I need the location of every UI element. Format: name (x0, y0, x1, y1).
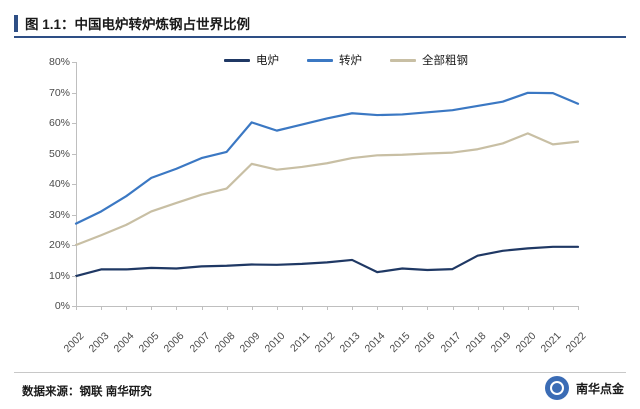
brand-badge: 南华点金 (544, 376, 624, 400)
series-line (74, 245, 580, 278)
chart-container: 电炉 转炉 全部粗钢 0% 10% 20% 30% 40% 50% 60% 70% 80% 2002 2… (14, 44, 626, 355)
y-axis-tick-label: 40% (48, 178, 70, 190)
x-axis-tick-mark (552, 306, 554, 310)
y-axis-tick-mark (72, 214, 76, 216)
x-axis-tick-mark (226, 306, 228, 310)
legend-swatch (224, 58, 250, 62)
x-axis-tick-mark (201, 306, 203, 310)
y-axis-tick-label: 50% (48, 147, 70, 160)
y-axis-tick-mark (72, 306, 76, 307)
y-axis-tick-label: 80% (48, 56, 70, 68)
y-axis-tick-mark (72, 153, 76, 155)
title-divider (14, 36, 626, 38)
x-axis-tick-mark (101, 306, 103, 310)
x-axis-tick-mark (377, 306, 379, 310)
title-accent-bar (14, 14, 18, 32)
y-axis (76, 62, 77, 306)
x-axis-tick-mark (477, 306, 479, 310)
x-axis-tick-mark (502, 306, 504, 310)
page-title: 图 1.1：中国电炉转炉炼钢占世界比例 (14, 10, 626, 36)
y-axis-tick-label: 20% (48, 239, 70, 251)
legend-label: 转炉 (339, 55, 362, 67)
series-line (74, 91, 580, 225)
x-axis-tick-mark (276, 306, 278, 310)
x-axis-tick-mark (301, 306, 303, 310)
legend-item[interactable]: 电炉 (224, 52, 279, 68)
legend-label: 全部粗钢 (422, 55, 468, 67)
x-axis-tick-mark (327, 306, 328, 310)
x-axis-tick-mark (402, 306, 404, 310)
y-axis-tick-label: 10% (48, 269, 70, 282)
x-axis-tick-mark (527, 306, 529, 310)
x-axis-tick-mark (76, 306, 77, 310)
series-lines (74, 91, 580, 278)
y-axis-tick-mark (72, 184, 76, 185)
y-axis-tick-mark (72, 123, 76, 124)
series-line (74, 132, 580, 247)
x-axis-tick-mark (176, 306, 178, 310)
x-axis-tick-mark (578, 306, 579, 310)
chart-legend: 电炉 转炉 全部粗钢 (224, 52, 468, 68)
x-axis-tick-mark (427, 306, 429, 310)
legend-swatch (307, 58, 333, 62)
y-axis-tick-label: 0% (54, 300, 70, 312)
x-axis-tick-mark (251, 306, 253, 310)
source-note: 数据来源：钢联 南华研究 (22, 386, 152, 398)
x-axis-tick-mark (126, 306, 128, 310)
y-axis-tick-mark (72, 62, 76, 63)
y-axis-tick-mark (72, 92, 76, 94)
y-axis-tick-mark (72, 245, 76, 246)
y-axis-tick-label: 70% (48, 86, 70, 99)
legend-swatch (390, 58, 416, 62)
y-axis-tick-label: 60% (48, 117, 70, 129)
brand-logo-icon (544, 376, 569, 400)
title-text: 图 1.1：中国电炉转炉炼钢占世界比例 (25, 17, 251, 32)
brand-label: 南华点金 (575, 381, 624, 396)
x-axis-tick-mark (352, 306, 354, 310)
legend-item[interactable]: 转炉 (307, 52, 362, 68)
footer-divider (14, 372, 626, 373)
x-axis-tick-mark (151, 306, 153, 310)
y-axis-tick-label: 30% (48, 208, 70, 221)
legend-label: 电炉 (256, 55, 279, 67)
legend-item[interactable]: 全部粗钢 (390, 52, 468, 68)
plot-area: 0% 10% 20% 30% 40% 50% 60% 70% 80% 2002 2003 2004 20… (49, 56, 589, 355)
y-axis-tick-mark (72, 275, 76, 277)
x-axis-tick-mark (452, 306, 454, 310)
